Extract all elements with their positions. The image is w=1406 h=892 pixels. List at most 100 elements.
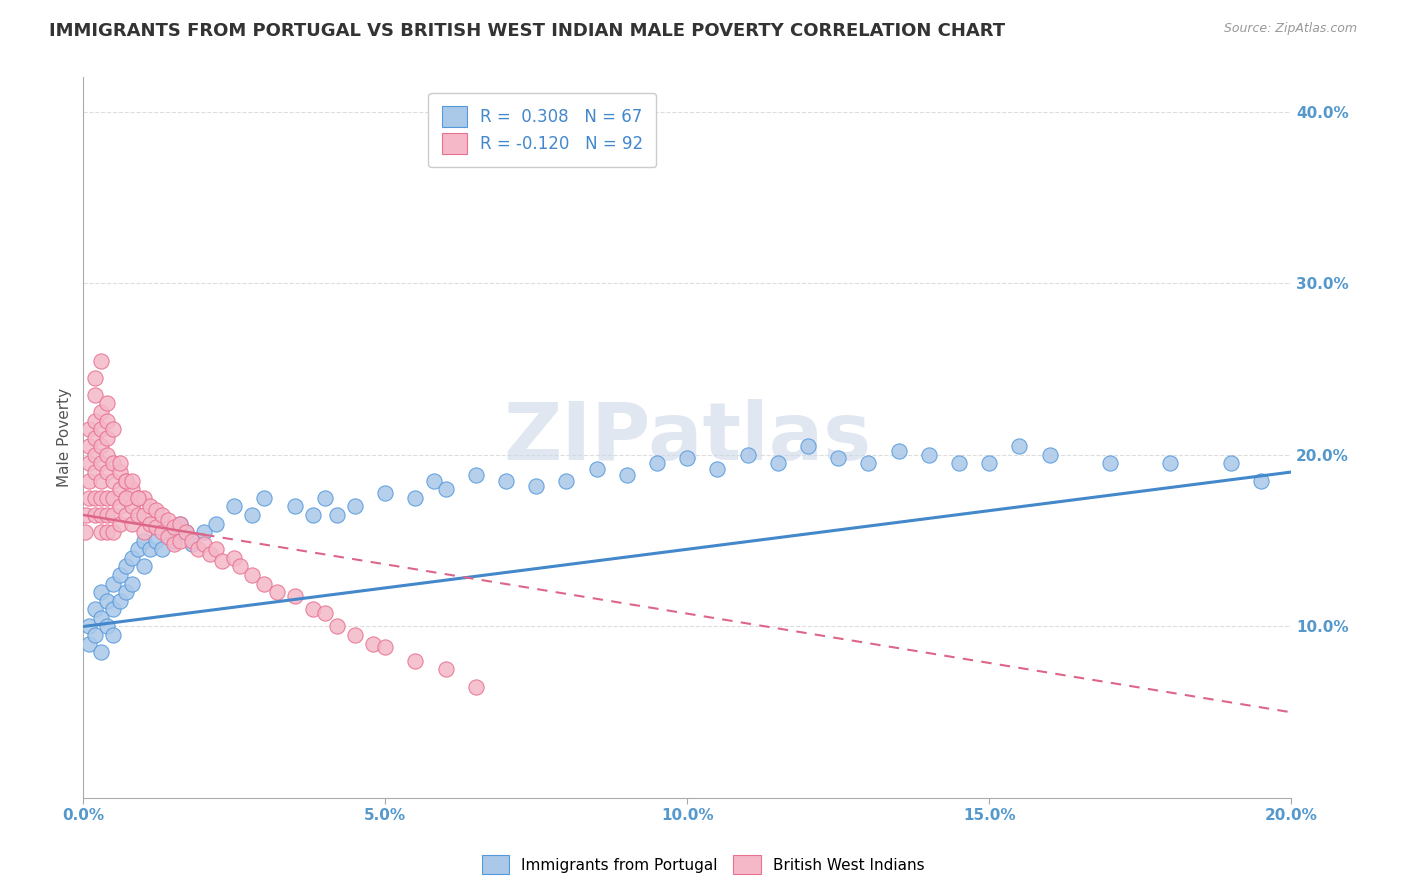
Point [103, 602, 125, 616]
Point [79, 619, 101, 633]
Point [132, 533, 155, 548]
Point [205, 542, 228, 557]
Point [301, 508, 323, 522]
Point [404, 654, 426, 668]
Point [84, 370, 107, 384]
Point [150, 525, 173, 540]
Point [374, 485, 396, 500]
Point [797, 439, 820, 453]
Point [138, 542, 160, 557]
Point [1038, 448, 1060, 462]
Point [79, 637, 101, 651]
Point [193, 537, 215, 551]
Point [75, 508, 97, 522]
Point [121, 500, 143, 514]
Point [108, 593, 131, 607]
Point [127, 508, 149, 522]
Point [150, 542, 173, 557]
Point [266, 585, 288, 599]
Point [887, 444, 910, 458]
Point [84, 465, 107, 479]
Point [314, 606, 336, 620]
Point [174, 525, 197, 540]
Point [163, 537, 186, 551]
Point [301, 602, 323, 616]
Point [434, 482, 457, 496]
Point [524, 479, 547, 493]
Point [242, 568, 264, 582]
Point [156, 513, 179, 527]
Point [84, 508, 107, 522]
Point [90, 525, 112, 540]
Point [706, 461, 728, 475]
Point [464, 468, 486, 483]
Point [145, 520, 167, 534]
Point [90, 422, 112, 436]
Point [103, 508, 125, 522]
Point [979, 457, 1001, 471]
Y-axis label: Male Poverty: Male Poverty [58, 388, 72, 487]
Point [108, 500, 131, 514]
Point [150, 508, 173, 522]
Point [90, 611, 112, 625]
Point [616, 468, 638, 483]
Point [1250, 474, 1272, 488]
Point [145, 533, 167, 548]
Point [103, 628, 125, 642]
Point [84, 431, 107, 445]
Point [163, 533, 186, 548]
Point [284, 589, 307, 603]
Point [181, 533, 204, 548]
Point [314, 491, 336, 505]
Point [96, 491, 118, 505]
Point [253, 491, 276, 505]
Point [156, 525, 179, 540]
Point [84, 491, 107, 505]
Point [132, 508, 155, 522]
Point [96, 396, 118, 410]
Point [1008, 439, 1031, 453]
Point [103, 576, 125, 591]
Point [326, 619, 349, 633]
Point [84, 414, 107, 428]
Point [90, 439, 112, 453]
Legend: R =  0.308   N = 67, R = -0.120   N = 92: R = 0.308 N = 67, R = -0.120 N = 92 [429, 93, 657, 167]
Point [108, 465, 131, 479]
Point [108, 482, 131, 496]
Point [103, 422, 125, 436]
Point [374, 640, 396, 654]
Point [75, 525, 97, 540]
Point [121, 482, 143, 496]
Point [145, 503, 167, 517]
Point [242, 508, 264, 522]
Point [121, 576, 143, 591]
Point [96, 619, 118, 633]
Point [224, 500, 246, 514]
Point [187, 542, 209, 557]
Point [96, 465, 118, 479]
Point [90, 508, 112, 522]
Point [84, 628, 107, 642]
Point [132, 491, 155, 505]
Point [434, 662, 457, 676]
Point [79, 474, 101, 488]
Point [108, 568, 131, 582]
Text: Source: ZipAtlas.com: Source: ZipAtlas.com [1223, 22, 1357, 36]
Point [121, 550, 143, 565]
Point [211, 554, 233, 568]
Legend: Immigrants from Portugal, British West Indians: Immigrants from Portugal, British West I… [475, 849, 931, 880]
Point [108, 516, 131, 531]
Point [114, 559, 136, 574]
Point [84, 602, 107, 616]
Point [361, 637, 384, 651]
Point [90, 645, 112, 659]
Point [174, 525, 197, 540]
Point [114, 491, 136, 505]
Point [84, 448, 107, 462]
Point [96, 593, 118, 607]
Point [96, 448, 118, 462]
Point [156, 530, 179, 544]
Point [138, 516, 160, 531]
Point [827, 451, 849, 466]
Point [918, 448, 941, 462]
